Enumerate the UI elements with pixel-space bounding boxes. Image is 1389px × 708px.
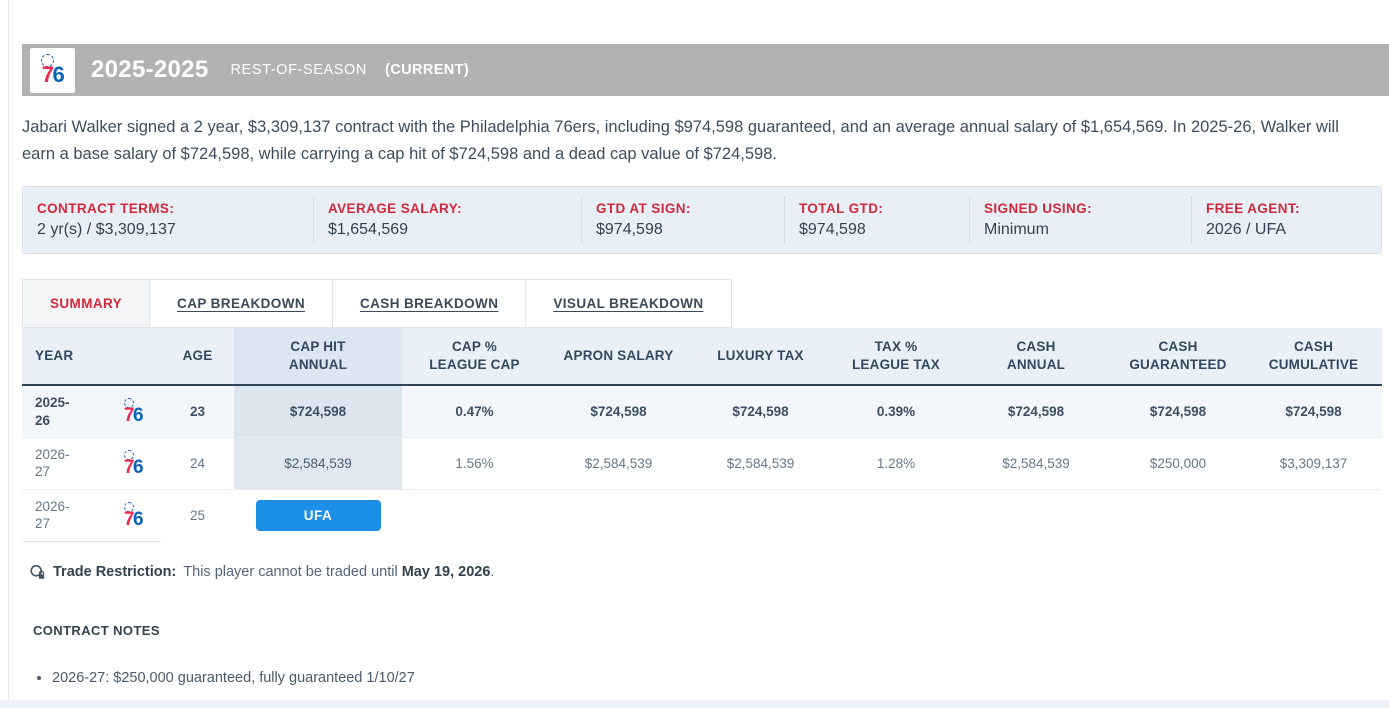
term-label: CONTRACT TERMS: xyxy=(37,201,175,217)
trade-restriction-label: Trade Restriction: xyxy=(53,564,177,581)
term-total-gtd: TOTAL GTD: $974,598 xyxy=(784,197,969,244)
term-value: 2 yr(s) / $3,309,137 xyxy=(37,221,176,239)
year-cell: 2026-27 xyxy=(22,489,105,542)
contract-summary-paragraph: Jabari Walker signed a 2 year, $3,309,13… xyxy=(22,118,1339,164)
term-label: SIGNED USING: xyxy=(984,201,1092,217)
cash-annual-cell: $724,598 xyxy=(961,385,1111,438)
trade-restriction-date: May 19, 2026 xyxy=(401,564,491,581)
logo-digit-7: 7 xyxy=(41,62,54,87)
season-title: 2025-2025 xyxy=(91,56,209,83)
column-header-luxury-tax: LUXURY TAX xyxy=(690,328,831,387)
table-row-2025-26: 2025-26 76 23 $724,598 0.47% $724,598 $7… xyxy=(22,385,1382,438)
team-logo-cell[interactable]: 76 xyxy=(105,385,161,438)
sixers-logo-icon: 76 xyxy=(41,54,65,87)
team-logo-cell[interactable]: 76 xyxy=(105,437,161,490)
column-header-apron-salary: APRON SALARY xyxy=(547,328,690,387)
apron-salary-cell: $2,584,539 xyxy=(547,437,690,490)
season-current-badge: (CURRENT) xyxy=(384,62,470,78)
column-header-cash-cumulative: CASH CUMULATIVE xyxy=(1245,328,1382,387)
year-cell: 2026-27 xyxy=(22,437,105,490)
trade-restriction-note: Trade Restriction: This player cannot be… xyxy=(22,564,1389,581)
table-header-row: YEAR AGE CAP HIT ANNUAL CAP % LEAGUE CAP… xyxy=(22,328,1382,387)
column-header-cash-annual: CASH ANNUAL xyxy=(961,328,1111,387)
tax-pct-cell: 0.39% xyxy=(831,385,961,438)
ufa-button[interactable]: UFA xyxy=(255,500,381,532)
year-cell: 2025-26 xyxy=(22,385,105,438)
breakdown-tabs: SUMMARY CAP BREAKDOWN CASH BREAKDOWN VIS… xyxy=(22,279,732,329)
column-header-tax-pct: TAX % LEAGUE TAX xyxy=(831,328,961,387)
sixers-logo-icon: 76 xyxy=(109,449,157,477)
table-row-free-agent-year: 2026-27 76 25 UFA xyxy=(22,489,1382,542)
logo-digit-6: 6 xyxy=(52,62,65,87)
column-header-age: AGE xyxy=(161,328,234,387)
term-value: 2026 / UFA xyxy=(1206,221,1287,239)
trade-lock-icon xyxy=(29,564,46,581)
stars-ring-icon xyxy=(124,501,134,512)
column-header-team xyxy=(105,328,161,387)
term-average-salary: AVERAGE SALARY: $1,654,569 xyxy=(313,197,581,244)
age-cell: 25 xyxy=(161,489,234,542)
table-row-2026-27: 2026-27 76 24 $2,584,539 1.56% $2,584,53… xyxy=(22,437,1382,490)
season-phase-label: REST-OF-SEASON xyxy=(230,62,367,78)
sixers-logo-icon: 76 xyxy=(109,398,157,425)
stars-ring-icon xyxy=(124,398,134,409)
tab-cap-breakdown[interactable]: CAP BREAKDOWN xyxy=(149,280,332,328)
contract-note-item: 2026-27: $250,000 guaranteed, fully guar… xyxy=(52,670,1389,686)
column-header-cap-hit-annual: CAP HIT ANNUAL xyxy=(234,328,402,387)
column-header-cap-pct: CAP % LEAGUE CAP xyxy=(402,328,547,387)
tab-cash-breakdown[interactable]: CASH BREAKDOWN xyxy=(332,280,526,328)
bottom-divider-strip xyxy=(0,700,1389,708)
free-agent-cell: UFA xyxy=(234,489,402,542)
apron-salary-cell: $724,598 xyxy=(547,385,690,438)
term-label: FREE AGENT: xyxy=(1206,201,1300,217)
trade-restriction-text: This player cannot be traded until May 1… xyxy=(183,564,495,581)
term-label: TOTAL GTD: xyxy=(799,201,884,217)
term-value: Minimum xyxy=(984,221,1049,239)
luxury-tax-cell: $2,584,539 xyxy=(690,437,831,490)
term-label: GTD AT SIGN: xyxy=(596,201,691,217)
term-free-agent: FREE AGENT: 2026 / UFA xyxy=(1191,197,1381,244)
team-logo-cell[interactable]: 76 xyxy=(105,489,161,542)
stars-ring-icon xyxy=(124,449,134,460)
tab-visual-breakdown[interactable]: VISUAL BREAKDOWN xyxy=(525,280,731,328)
term-signed-using: SIGNED USING: Minimum xyxy=(969,197,1191,244)
term-contract-terms: CONTRACT TERMS: 2 yr(s) / $3,309,137 xyxy=(23,197,313,243)
term-value: $974,598 xyxy=(799,221,866,239)
term-value: $974,598 xyxy=(596,221,663,239)
cap-hit-cell: $724,598 xyxy=(234,385,402,438)
column-header-year: YEAR xyxy=(22,328,105,387)
luxury-tax-cell: $724,598 xyxy=(690,385,831,438)
cash-annual-cell: $2,584,539 xyxy=(961,437,1111,490)
term-gtd-at-sign: GTD AT SIGN: $974,598 xyxy=(581,197,784,244)
cash-guaranteed-cell: $250,000 xyxy=(1111,437,1245,490)
cash-cumulative-cell: $724,598 xyxy=(1245,385,1382,438)
cash-guaranteed-cell: $724,598 xyxy=(1111,385,1245,438)
cash-cumulative-cell: $3,309,137 xyxy=(1245,437,1382,490)
team-logo-box: 76 xyxy=(30,47,75,93)
cap-pct-cell: 0.47% xyxy=(402,385,547,438)
sixers-logo-icon: 76 xyxy=(109,501,157,529)
contract-page: 76 2025-2025 REST-OF-SEASON (CURRENT) Ja… xyxy=(0,0,1389,686)
stars-ring-icon xyxy=(41,54,54,67)
season-header-bar: 76 2025-2025 REST-OF-SEASON (CURRENT) xyxy=(22,44,1389,96)
term-label: AVERAGE SALARY: xyxy=(328,201,463,217)
tax-pct-cell: 1.28% xyxy=(831,437,961,490)
contract-terms-bar: CONTRACT TERMS: 2 yr(s) / $3,309,137 AVE… xyxy=(22,186,1382,255)
contract-notes-list: 2026-27: $250,000 guaranteed, fully guar… xyxy=(22,670,1389,686)
cap-pct-cell: 1.56% xyxy=(402,437,547,490)
contract-notes-title: CONTRACT NOTES xyxy=(33,622,160,638)
tab-summary[interactable]: SUMMARY xyxy=(23,280,150,328)
column-header-cash-guaranteed: CASH GUARANTEED xyxy=(1111,328,1245,387)
term-value: $1,654,569 xyxy=(328,221,409,239)
age-cell: 23 xyxy=(161,385,234,438)
cap-hit-cell: $2,584,539 xyxy=(234,437,402,490)
page-edge-divider xyxy=(8,0,9,708)
age-cell: 24 xyxy=(161,437,234,490)
salary-summary-table: YEAR AGE CAP HIT ANNUAL CAP % LEAGUE CAP… xyxy=(22,328,1382,542)
